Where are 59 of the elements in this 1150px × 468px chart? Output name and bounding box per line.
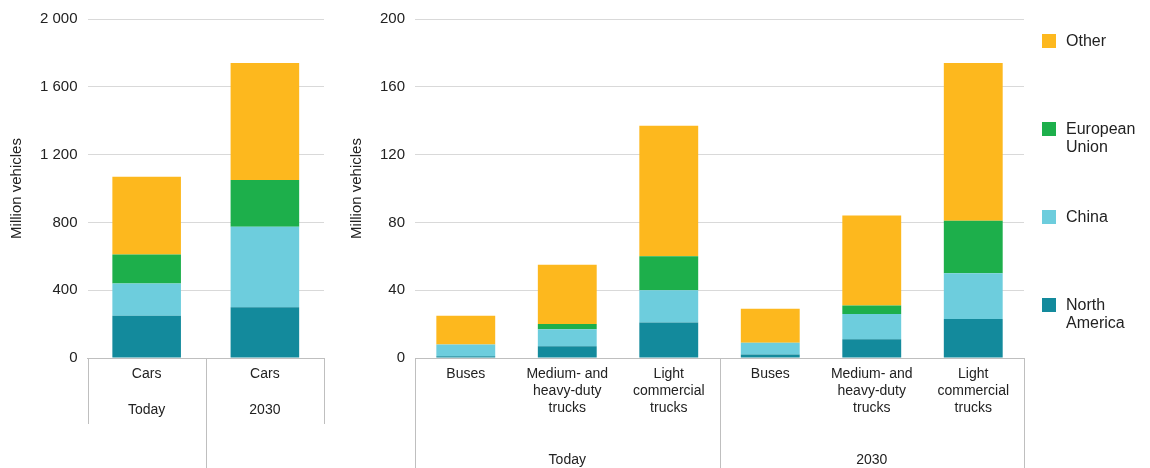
y-tick-label: 2 000 <box>39 9 78 27</box>
y-tick-label: 0 <box>396 348 406 366</box>
bar <box>112 176 181 255</box>
y-tick-label: 1 600 <box>39 76 78 94</box>
bar <box>230 307 300 358</box>
y-axis-title: Million vehicles <box>347 138 365 239</box>
bar <box>230 226 300 308</box>
x-tick-label: Cars <box>250 365 280 382</box>
bar <box>537 324 597 330</box>
y-tick-label: 160 <box>380 76 406 94</box>
x-tick-label: Medium- and heavy-duty trucks <box>830 365 913 415</box>
y-tick-label: 40 <box>388 280 406 298</box>
text: 2030 <box>856 450 888 467</box>
y-tick-label: 800 <box>52 212 78 230</box>
bar <box>112 283 181 316</box>
legend-label: North America <box>1066 296 1126 332</box>
x-tick-label: Buses <box>750 365 790 382</box>
legend-label: European Union <box>1066 120 1137 156</box>
legend-label: China <box>1066 208 1108 226</box>
x-tick-label: Buses <box>446 365 486 382</box>
legend-label: Other <box>1066 32 1107 50</box>
x-tick-label: Cars <box>131 365 162 382</box>
x-tick-label: Light commercial trucks <box>632 365 705 415</box>
x-tick-label: Light commercial trucks <box>937 365 1010 415</box>
bar <box>943 273 1003 320</box>
bar <box>943 220 1003 274</box>
y-tick-label: 200 <box>380 9 406 27</box>
bar <box>230 180 300 227</box>
x-tick-label: Medium- and heavy-duty trucks <box>526 365 609 415</box>
bar <box>740 342 800 355</box>
bar <box>436 344 496 357</box>
y-tick-label: 400 <box>52 280 78 298</box>
bar <box>943 319 1003 358</box>
bar <box>112 254 181 284</box>
bar <box>537 346 597 358</box>
bar <box>842 305 902 314</box>
bar <box>842 339 902 358</box>
bar <box>436 315 496 345</box>
bar <box>943 63 1003 221</box>
text: 2030 <box>249 400 281 417</box>
bar <box>639 290 699 323</box>
bar <box>740 308 800 343</box>
bar <box>537 329 597 347</box>
y-tick-label: 120 <box>380 144 406 162</box>
bar <box>639 125 699 257</box>
bar <box>740 354 800 358</box>
y-axis-title: Million vehicles <box>7 138 25 239</box>
bar <box>112 315 181 358</box>
bar <box>537 264 597 325</box>
bar <box>230 63 300 181</box>
y-tick-label: 1 200 <box>39 144 78 162</box>
bar <box>639 256 699 291</box>
bar <box>842 215 902 306</box>
text: Today <box>548 450 586 467</box>
y-tick-label: 80 <box>388 212 406 230</box>
bar <box>842 313 902 340</box>
text: Today <box>127 400 166 417</box>
bar <box>639 322 699 358</box>
y-tick-label: 0 <box>69 348 78 366</box>
